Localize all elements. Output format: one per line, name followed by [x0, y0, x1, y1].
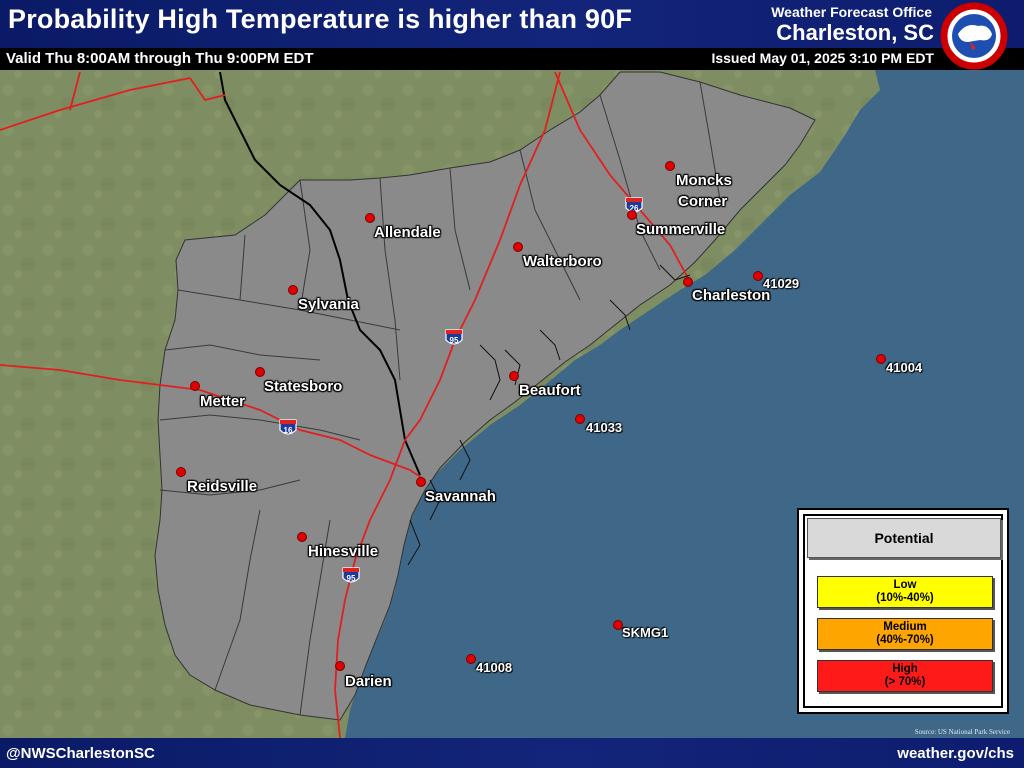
city-label-statesboro: Statesboro	[264, 378, 343, 395]
legend-item-low: Low (10%-40%)	[817, 576, 993, 608]
city-label-metter: Metter	[200, 393, 246, 410]
city-label-corner: Corner	[678, 193, 728, 210]
buoy-label: 41008	[476, 660, 513, 675]
buoy-dot	[575, 414, 585, 424]
city-dot	[627, 210, 637, 220]
shield-label: 26	[630, 204, 639, 213]
city-label-sylvania: Sylvania	[298, 296, 359, 313]
buoy-label: 41029	[763, 276, 800, 291]
city-dot	[416, 477, 426, 487]
shield-label: 16	[284, 426, 293, 435]
issued-time: Issued May 01, 2025 3:10 PM EDT	[711, 50, 934, 66]
legend-item-label: Low	[893, 579, 917, 591]
city-label-walterboro: Walterboro	[523, 253, 602, 270]
footer-bar	[0, 738, 1024, 768]
city-dot	[288, 285, 298, 295]
legend-item-medium: Medium (40%-70%)	[817, 618, 993, 650]
legend-panel: Potential Low (10%-40%) Medium (40%-70%)…	[803, 514, 1003, 708]
shield-label: 95	[347, 574, 356, 583]
city-dot	[176, 467, 186, 477]
page-title: Probability High Temperature is higher t…	[8, 4, 633, 34]
city-dot	[255, 367, 265, 377]
interstate-shield-icon: 95	[445, 329, 463, 345]
city-dot	[509, 371, 519, 381]
city-dot	[513, 242, 523, 252]
county-lines	[159, 81, 721, 716]
city-dot	[665, 161, 675, 171]
interstate-shield-icon: 95	[342, 567, 360, 583]
social-handle: @NWSCharlestonSC	[6, 745, 155, 762]
buoy-dot	[466, 654, 476, 664]
legend-item-high: High (> 70%)	[817, 660, 993, 692]
interstate-shield-icon: 16	[279, 419, 297, 435]
legend: Potential Low (10%-40%) Medium (40%-70%)…	[797, 508, 1009, 714]
buoy-label: 41004	[886, 360, 923, 375]
legend-item-range: (10%-40%)	[876, 592, 934, 604]
coastal-marsh	[407, 264, 691, 566]
city-dot	[190, 381, 200, 391]
office-name: Weather Forecast Office	[771, 4, 932, 20]
city-label-summerville: Summerville	[636, 221, 726, 238]
city-label-hinesville: Hinesville	[308, 543, 379, 560]
buoy-label: SKMG1	[622, 625, 669, 640]
shield-label: 95	[450, 336, 459, 345]
buoy-dot	[613, 620, 623, 630]
city-dot	[335, 661, 345, 671]
website-link[interactable]: weather.gov/chs	[897, 745, 1014, 762]
city-label-allendale: Allendale	[374, 224, 441, 241]
city-label-moncks: Moncks	[676, 172, 732, 189]
buoy-dot	[876, 354, 886, 364]
city-label-savannah: Savannah	[425, 488, 496, 505]
buoy-label: 41033	[586, 420, 623, 435]
city-label-reidsville: Reidsville	[187, 478, 258, 495]
legend-title: Potential	[807, 518, 1001, 558]
city-dot	[297, 532, 307, 542]
legend-item-range: (40%-70%)	[876, 634, 934, 646]
legend-item-label: High	[892, 663, 918, 675]
valid-time: Valid Thu 8:00AM through Thu 9:00PM EDT	[6, 50, 314, 67]
city-dot	[683, 277, 693, 287]
legend-item-range: (> 70%)	[884, 676, 926, 688]
city-label-charleston: Charleston	[692, 287, 771, 304]
city-label-darien: Darien	[345, 673, 392, 690]
office-location: Charleston, SC	[776, 20, 934, 45]
nws-logo-icon	[940, 2, 1008, 70]
city-dot	[365, 213, 375, 223]
source-credit: Source: US National Park Service	[914, 728, 1010, 736]
forecast-area	[154, 71, 816, 721]
buoy-dot	[753, 271, 763, 281]
state-border	[219, 71, 421, 476]
legend-item-label: Medium	[883, 621, 927, 633]
valid-bar	[0, 48, 1024, 70]
city-label-beaufort: Beaufort	[519, 382, 581, 399]
